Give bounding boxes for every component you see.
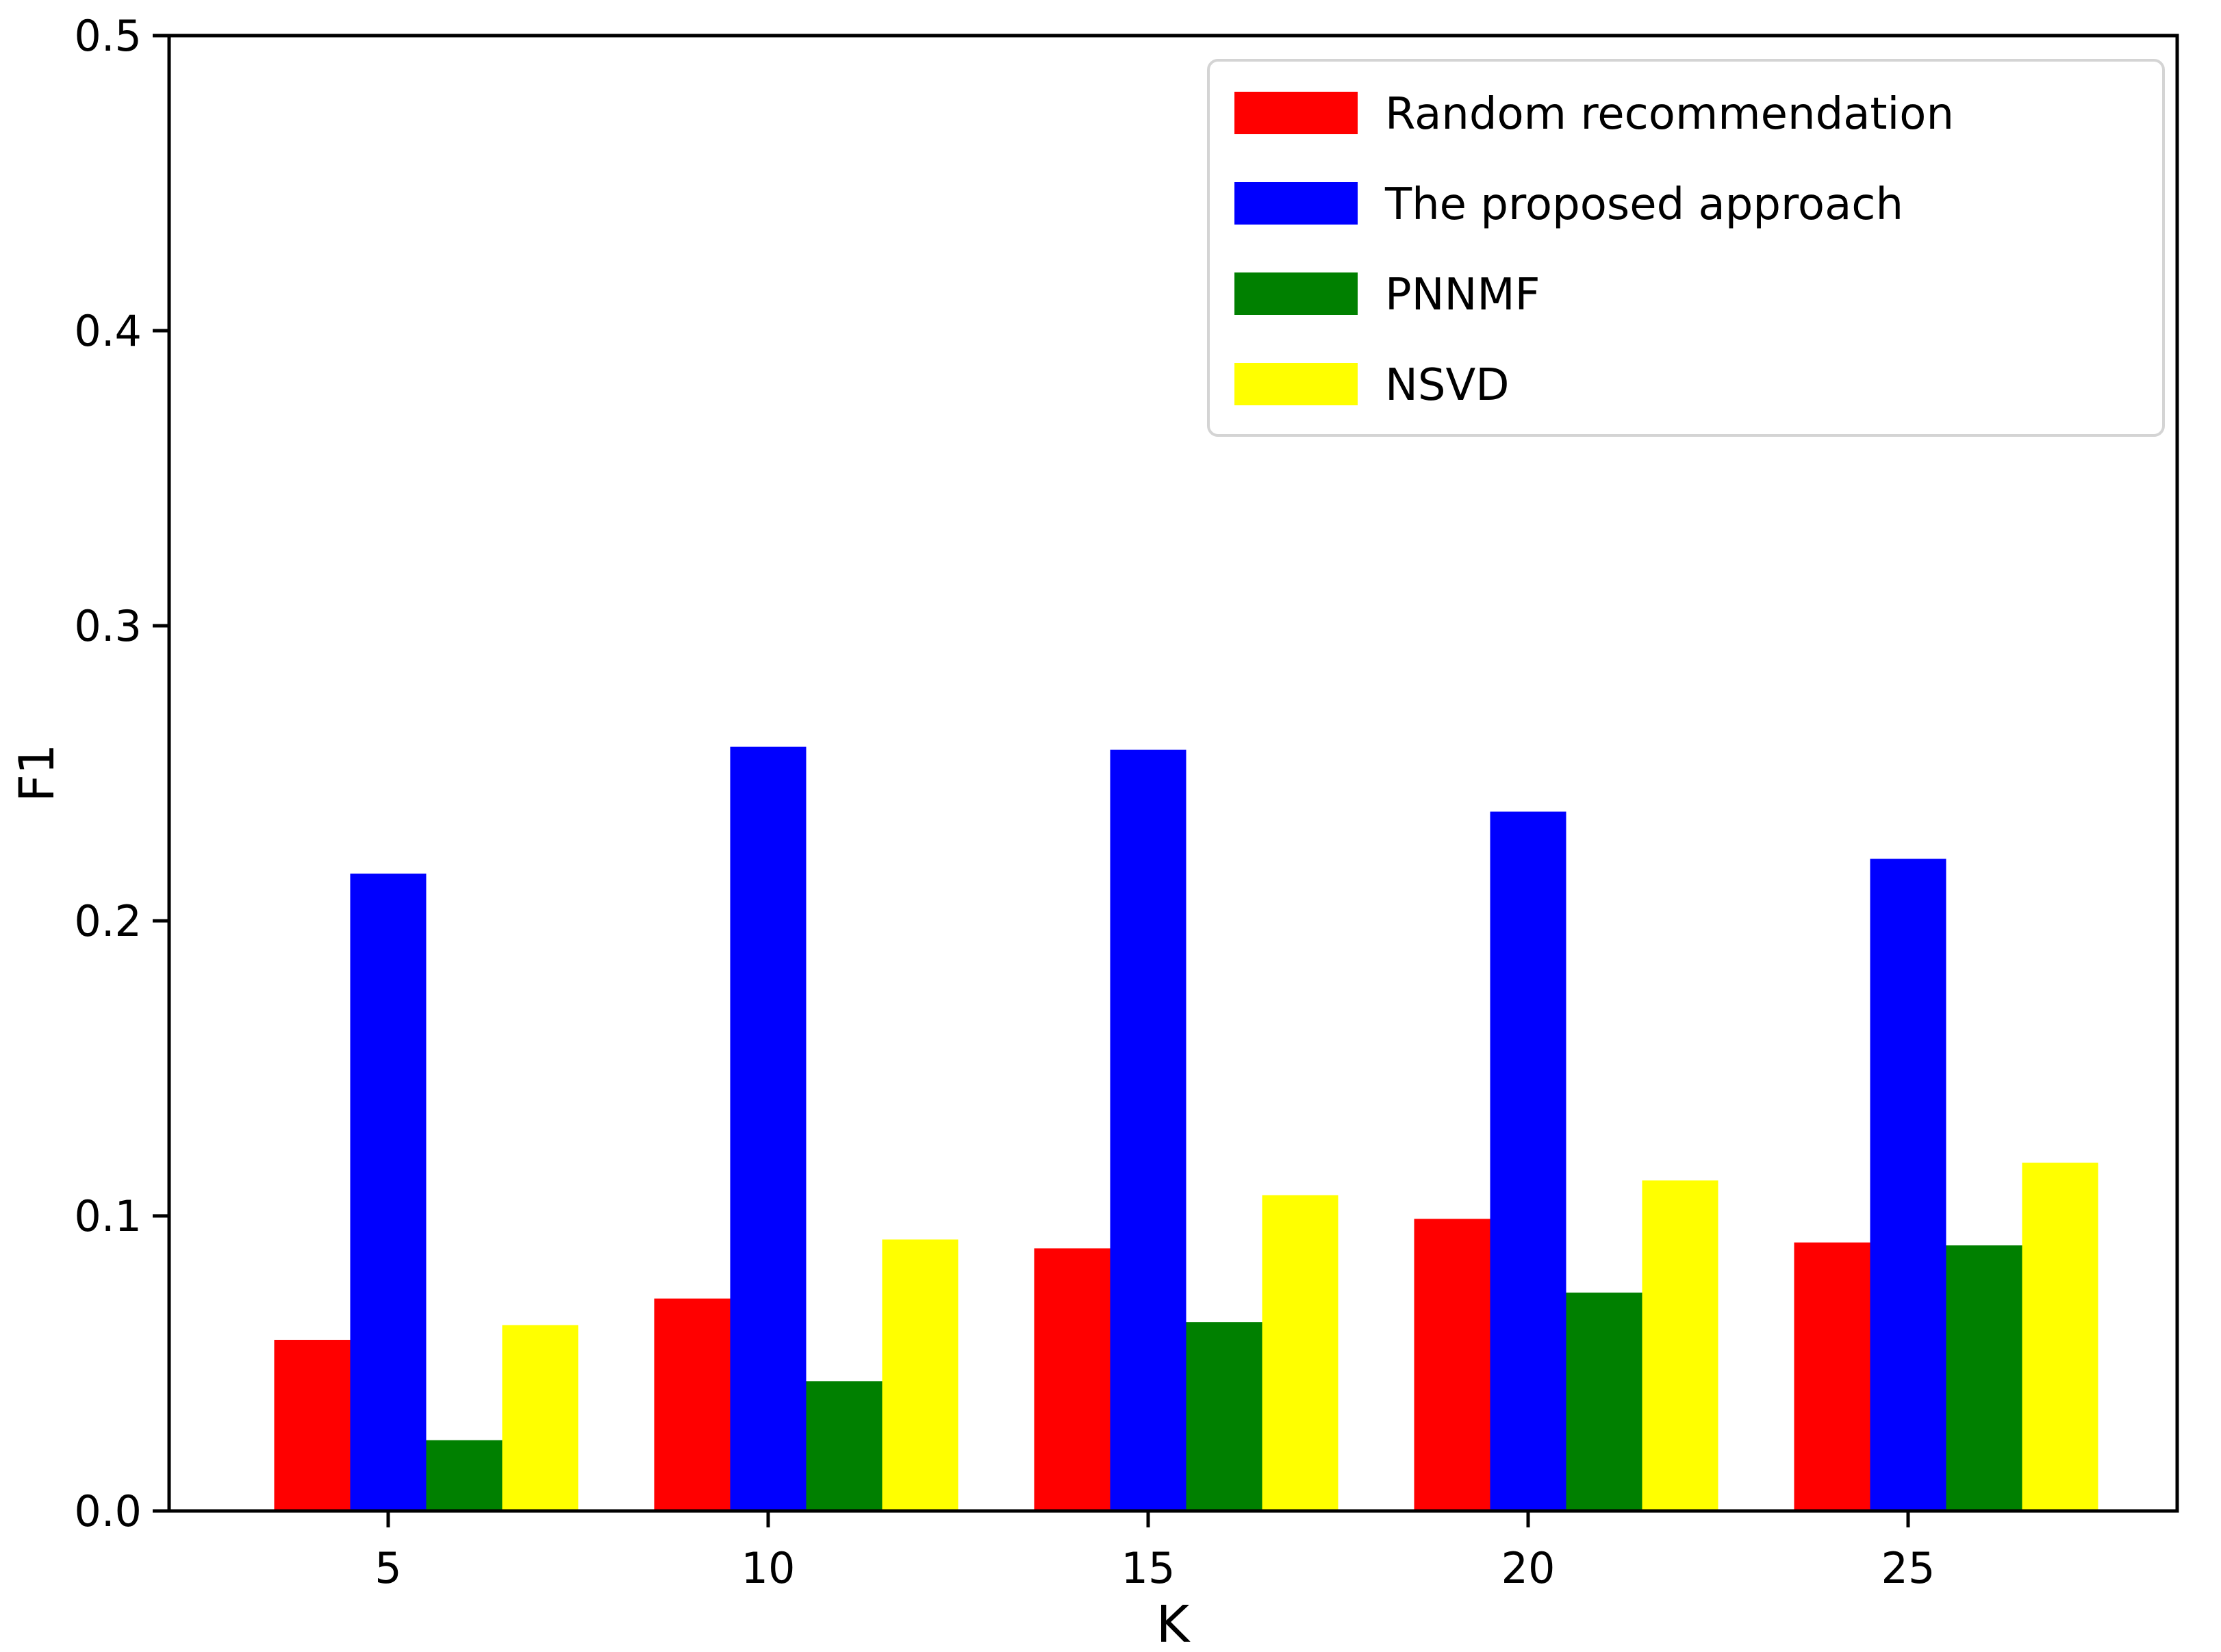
x-tick-label: 5 xyxy=(375,1543,401,1593)
legend-label: PNNMF xyxy=(1385,270,1540,320)
bar-red-k25 xyxy=(1794,1242,1870,1511)
y-tick-label: 0.2 xyxy=(74,896,142,946)
legend: Random recommendation The proposed approa… xyxy=(1207,59,2165,437)
bar-red-k20 xyxy=(1414,1219,1490,1511)
bar-blue-k15 xyxy=(1110,750,1186,1511)
x-tick-label: 20 xyxy=(1501,1543,1556,1593)
plot-border xyxy=(167,34,2179,1513)
legend-swatch-yellow xyxy=(1234,363,1358,405)
bar-green-k10 xyxy=(806,1381,883,1511)
bars-layer xyxy=(274,746,2098,1511)
y-tick-label: 0.4 xyxy=(74,306,142,356)
legend-label: The proposed approach xyxy=(1384,179,1903,230)
bar-blue-k25 xyxy=(1870,859,1946,1511)
bar-blue-k20 xyxy=(1490,811,1566,1511)
x-tick-label: 25 xyxy=(1881,1543,1936,1593)
y-tick-label: 0.0 xyxy=(74,1486,142,1536)
bar-blue-k5 xyxy=(350,874,427,1511)
legend-swatch-blue xyxy=(1234,182,1358,225)
bar-green-k15 xyxy=(1186,1322,1262,1511)
axes-layer: 0.0 0.1 0.2 0.3 0.4 0.5 5 10 15 20 25 xyxy=(74,11,2179,1593)
legend-swatch-green xyxy=(1234,272,1358,315)
y-tick-label: 0.5 xyxy=(74,11,142,61)
y-tick-label: 0.1 xyxy=(74,1191,142,1241)
bar-green-k20 xyxy=(1566,1293,1642,1511)
x-tick-label: 10 xyxy=(741,1543,796,1593)
bar-yellow-k15 xyxy=(1262,1195,1338,1511)
bar-blue-k10 xyxy=(730,746,807,1511)
bar-green-k5 xyxy=(426,1440,503,1511)
x-tick-label: 15 xyxy=(1121,1543,1176,1593)
bar-red-k15 xyxy=(1034,1248,1110,1511)
bar-yellow-k25 xyxy=(2022,1162,2098,1511)
bar-yellow-k10 xyxy=(882,1239,959,1511)
bar-red-k5 xyxy=(274,1340,351,1511)
legend-swatch-red xyxy=(1234,92,1358,134)
y-tick-label: 0.3 xyxy=(74,601,142,651)
bar-red-k10 xyxy=(654,1298,731,1511)
bar-yellow-k5 xyxy=(502,1325,579,1511)
bar-green-k25 xyxy=(1946,1245,2022,1511)
bar-yellow-k20 xyxy=(1642,1180,1718,1511)
legend-label: Random recommendation xyxy=(1385,89,1954,140)
x-axis-label: K xyxy=(1156,1595,1191,1649)
y-axis-label: F1 xyxy=(9,744,65,802)
legend-label: NSVD xyxy=(1385,360,1510,411)
legend-box xyxy=(1207,59,2165,437)
